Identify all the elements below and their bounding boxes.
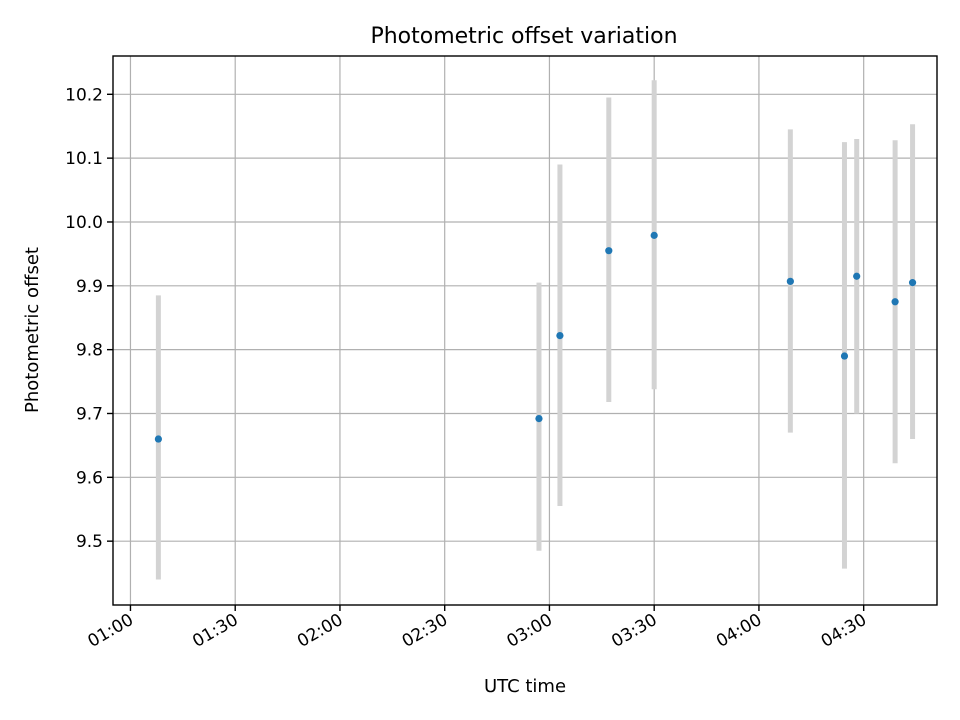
x-tick-label: 01:00 — [85, 610, 137, 652]
x-tick-label: 04:30 — [818, 610, 870, 652]
point-layer — [154, 231, 917, 443]
y-tick-label: 10.2 — [65, 85, 103, 105]
plot-frame — [112, 55, 938, 606]
x-tick-label: 01:30 — [189, 610, 241, 652]
x-axis-label: UTC time — [484, 676, 566, 697]
x-tick-label: 02:00 — [294, 610, 346, 652]
x-tick-label: 03:00 — [504, 610, 556, 652]
grid-layer — [113, 56, 937, 605]
y-tick-label: 9.5 — [76, 532, 103, 552]
y-tick-label: 10.1 — [65, 149, 103, 169]
chart-title: Photometric offset variation — [370, 24, 677, 49]
data-point — [908, 279, 917, 287]
y-tick-label: 9.9 — [76, 277, 103, 297]
data-point — [786, 277, 794, 285]
x-tick-label: 04:00 — [713, 610, 765, 652]
data-point — [650, 231, 658, 239]
y-tick-label: 9.8 — [76, 341, 103, 361]
data-point — [853, 272, 861, 280]
data-point — [891, 298, 899, 306]
y-axis-label: Photometric offset — [22, 247, 43, 413]
data-point — [840, 352, 849, 360]
data-point — [605, 247, 613, 255]
x-tick-label: 03:30 — [608, 610, 660, 652]
x-tick-label: 02:30 — [399, 610, 451, 652]
y-tick-label: 9.6 — [76, 468, 103, 488]
y-tick-label: 9.7 — [76, 404, 103, 424]
data-point — [556, 332, 564, 340]
errorbar-layer — [155, 80, 916, 580]
data-point — [154, 435, 162, 443]
tick-layer: 01:00 01:30 02:00 02:30 03:00 03:30 04:00 04:30… — [65, 85, 870, 652]
y-tick-label: 10.0 — [65, 213, 103, 233]
data-point — [535, 414, 543, 423]
